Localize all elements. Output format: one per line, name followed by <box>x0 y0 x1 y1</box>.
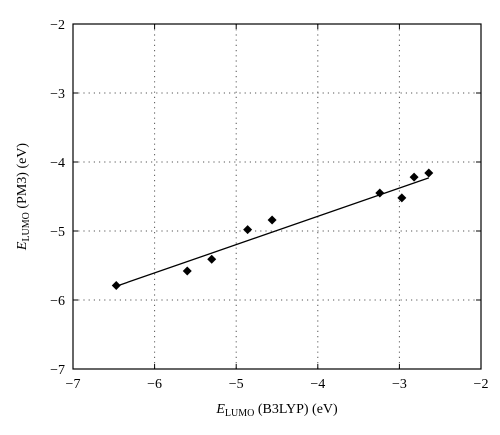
grid-lines <box>73 24 481 369</box>
y-tick-label: −3 <box>50 87 65 102</box>
x-tick-label: −3 <box>392 377 407 392</box>
data-point <box>207 254 217 264</box>
y-axis-label: ELUMO (PM3) (eV) <box>15 143 32 252</box>
y-tick-label: −4 <box>50 156 65 171</box>
x-tick-label: −4 <box>310 377 325 392</box>
y-axis-label-symbol: E <box>15 241 30 251</box>
data-point <box>111 281 121 291</box>
plot-frame <box>72 23 482 370</box>
y-axis-label-rest: (PM3) (eV) <box>15 143 30 213</box>
data-point <box>409 172 419 182</box>
data-point <box>267 215 277 225</box>
regression-line <box>116 177 429 287</box>
x-axis-label-symbol: E <box>215 402 225 417</box>
axis-ticks <box>72 23 482 370</box>
y-tick-label: −5 <box>50 225 65 240</box>
x-tick-label: −5 <box>229 377 244 392</box>
data-point <box>424 168 434 178</box>
x-tick-label: −7 <box>66 377 81 392</box>
data-points <box>111 168 434 291</box>
x-tick-label: −6 <box>147 377 162 392</box>
data-point <box>182 266 192 276</box>
x-axis-label-rest: (B3LYP) (eV) <box>254 402 338 417</box>
x-axis-label-subscript: LUMO <box>225 408 254 419</box>
x-axis-label: ELUMO (B3LYP) (eV) <box>215 402 338 419</box>
y-tick-label: −7 <box>50 363 65 378</box>
y-tick-labels: −7 −6 −5 −4 −3 −2 <box>50 18 65 378</box>
y-tick-label: −2 <box>50 18 65 33</box>
y-axis-label-subscript: LUMO <box>21 212 32 241</box>
data-point <box>243 225 253 235</box>
data-point <box>397 193 407 203</box>
y-tick-label: −6 <box>50 294 65 309</box>
data-point <box>375 188 385 198</box>
x-tick-label: −2 <box>474 377 489 392</box>
x-tick-labels: −7 −6 −5 −4 −3 −2 <box>66 377 489 392</box>
